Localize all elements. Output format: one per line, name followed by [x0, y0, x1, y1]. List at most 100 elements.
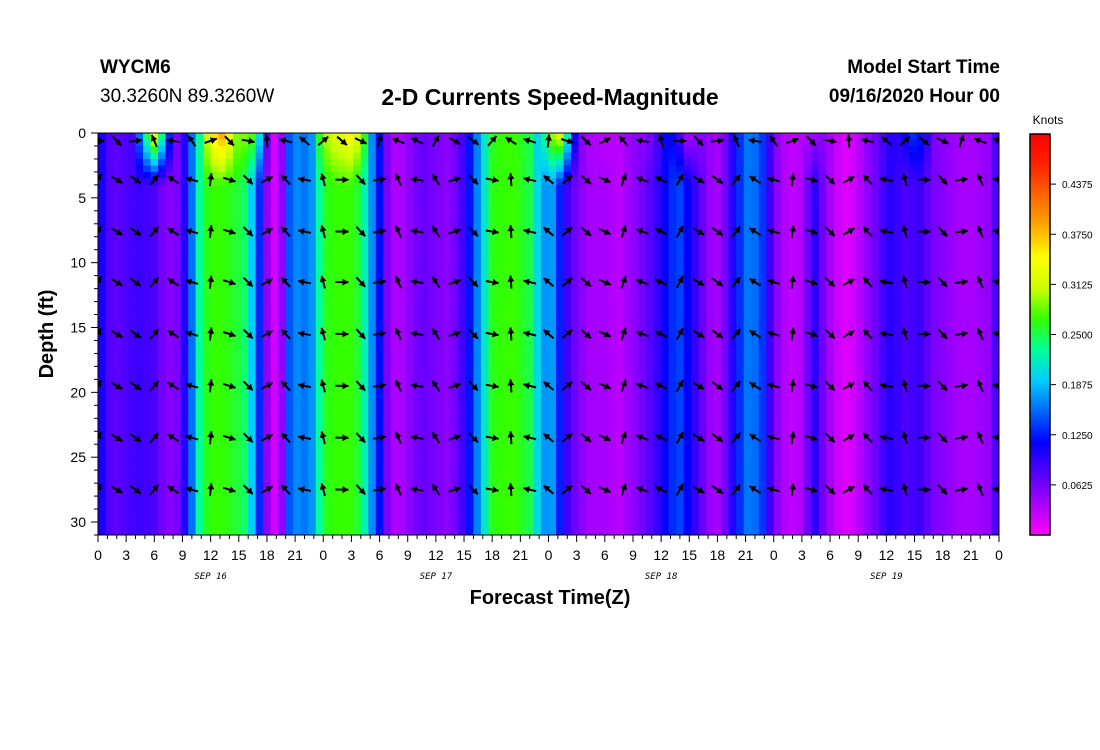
heatmap-cell — [240, 359, 249, 368]
heatmap-cell — [120, 470, 129, 478]
heatmap-cell — [668, 256, 677, 264]
heatmap-cell — [390, 295, 399, 303]
heatmap-cell — [105, 308, 114, 316]
heatmap-cell — [435, 243, 444, 251]
heatmap-cell — [390, 372, 399, 380]
heatmap-cell — [465, 308, 475, 316]
heatmap-cell — [691, 334, 700, 342]
heatmap-cell — [601, 392, 610, 400]
heatmap-cell — [698, 139, 707, 147]
heatmap-cell — [293, 392, 302, 400]
heatmap-cell — [248, 249, 257, 257]
heatmap-cell — [150, 411, 159, 419]
heatmap-cell — [556, 463, 565, 471]
heatmap-cell — [218, 476, 227, 484]
heatmap-cell — [225, 275, 234, 283]
heatmap-cell — [413, 139, 422, 147]
heatmap-cell — [278, 236, 287, 244]
heatmap-cell — [691, 139, 700, 147]
heatmap-cell — [180, 204, 189, 212]
heatmap-cell — [488, 346, 497, 355]
heatmap-cell — [270, 385, 279, 393]
heatmap-cell — [616, 308, 625, 316]
heatmap-cell — [105, 346, 114, 355]
heatmap-cell — [413, 204, 422, 212]
heatmap-cell — [495, 314, 505, 322]
heatmap-cell — [443, 282, 452, 290]
heatmap-cell — [450, 152, 459, 160]
heatmap-cell — [616, 178, 625, 186]
heatmap-cell — [195, 334, 204, 342]
heatmap-cell — [691, 171, 700, 179]
heatmap-cell — [300, 191, 309, 199]
heatmap-cell — [135, 353, 144, 361]
heatmap-cell — [300, 152, 309, 160]
heatmap-cell — [638, 372, 647, 380]
heatmap-cell — [300, 327, 309, 335]
heatmap-cell — [593, 217, 602, 225]
heatmap-cell — [661, 191, 670, 199]
heatmap-cell — [698, 295, 707, 303]
heatmap-cell — [330, 470, 339, 478]
heatmap-cell — [188, 470, 197, 478]
heatmap-cell — [278, 204, 287, 212]
heatmap-cell — [488, 269, 497, 277]
heatmap-cell — [293, 256, 302, 264]
heatmap-cell — [180, 145, 189, 154]
heatmap-cell — [413, 398, 422, 406]
heatmap-cell — [623, 158, 632, 167]
heatmap-cell — [203, 366, 212, 374]
heatmap-cell — [473, 262, 482, 270]
heatmap-cell — [601, 366, 610, 374]
heatmap-cell — [353, 502, 362, 510]
heatmap-cell — [668, 398, 677, 406]
heatmap-cell — [255, 210, 264, 218]
heatmap-cell — [98, 502, 107, 510]
heatmap-cell — [323, 282, 332, 290]
heatmap-cell — [255, 197, 264, 205]
heatmap-cell — [278, 282, 287, 290]
heatmap-cell — [608, 346, 617, 355]
heatmap-cell — [398, 158, 407, 167]
heatmap-cell — [383, 340, 392, 348]
heatmap-cell — [510, 210, 520, 218]
heatmap-cell — [180, 398, 189, 406]
heatmap-cell — [653, 392, 662, 400]
heatmap-cell — [345, 359, 354, 368]
heatmap-cell — [390, 158, 399, 167]
heatmap-cell — [533, 197, 542, 205]
heatmap-cell — [210, 392, 219, 400]
heatmap-cell — [488, 522, 497, 530]
heatmap-cell — [661, 359, 670, 368]
heatmap-cell — [368, 275, 377, 283]
heatmap-cell — [188, 334, 197, 342]
heatmap-cell — [510, 431, 520, 439]
heatmap-cell — [518, 295, 527, 303]
heatmap-cell — [390, 450, 399, 458]
heatmap-cell — [255, 509, 264, 517]
heatmap-cell — [240, 470, 249, 478]
heatmap-cell — [158, 133, 167, 141]
heatmap-cell — [638, 145, 647, 154]
heatmap-cell — [255, 418, 264, 426]
heatmap-cell — [165, 236, 174, 244]
heatmap-cell — [586, 528, 595, 535]
heatmap-cell — [503, 301, 512, 309]
heatmap-cell — [173, 502, 182, 510]
heatmap-cell — [616, 437, 625, 445]
heatmap-cell — [465, 288, 475, 296]
heatmap-cell — [473, 476, 482, 484]
heatmap-cell — [98, 496, 107, 504]
heatmap-cell — [375, 295, 384, 303]
heatmap-cell — [278, 165, 287, 173]
heatmap-cell — [578, 236, 587, 244]
heatmap-cell — [435, 476, 444, 484]
heatmap-cell — [263, 178, 272, 186]
heatmap-cell — [323, 223, 332, 231]
heatmap-cell — [578, 282, 587, 290]
heatmap-cell — [578, 424, 587, 432]
heatmap-cell — [540, 340, 550, 348]
heatmap-cell — [360, 217, 369, 225]
heatmap-cell — [443, 379, 452, 387]
heatmap-cell — [345, 411, 354, 419]
